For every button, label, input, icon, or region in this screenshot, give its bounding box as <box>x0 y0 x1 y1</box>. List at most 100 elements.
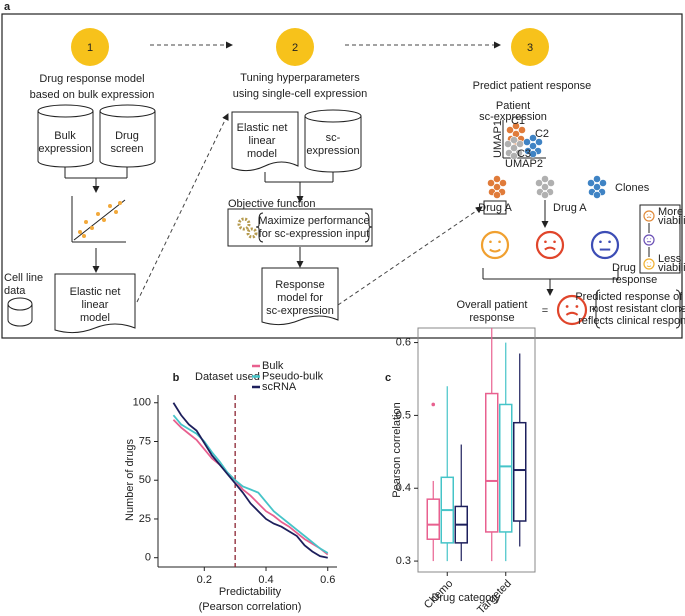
dot <box>78 230 82 234</box>
cell <box>547 179 555 187</box>
label: using single-cell expression <box>233 88 368 100</box>
label: model <box>80 312 110 324</box>
eye <box>646 262 648 264</box>
mouth <box>544 246 556 251</box>
document <box>261 267 339 326</box>
cell <box>493 191 501 199</box>
label: More <box>658 206 683 218</box>
cell <box>493 183 501 191</box>
cell <box>510 152 518 160</box>
label: model <box>247 148 277 160</box>
label: Clones <box>615 182 650 194</box>
cylinder-top <box>304 109 362 123</box>
plot-frame <box>417 327 536 573</box>
label: C3 <box>517 148 531 160</box>
cell <box>593 175 601 183</box>
gear <box>237 217 251 231</box>
label: Overall patient <box>457 299 528 311</box>
mouth <box>646 216 652 219</box>
label: screen <box>110 143 143 155</box>
label: b <box>173 372 180 384</box>
label: Maximize performance <box>258 215 369 227</box>
label: 0.6 <box>396 336 411 348</box>
line <box>172 414 329 554</box>
label: UMAP2 <box>505 158 543 170</box>
label: C1 <box>511 115 525 127</box>
dot <box>102 218 106 222</box>
brace <box>591 289 601 329</box>
face <box>480 230 510 260</box>
cell <box>593 183 601 191</box>
document <box>231 111 299 172</box>
outlier <box>431 402 436 407</box>
cell <box>518 126 526 134</box>
label: Patient <box>496 100 530 112</box>
box <box>513 421 527 522</box>
label: Drug A <box>553 202 587 214</box>
label: viability <box>658 215 685 227</box>
label: = <box>542 305 548 317</box>
eye <box>646 214 648 216</box>
mouth <box>489 248 501 253</box>
cell <box>504 140 512 148</box>
brace <box>675 289 685 329</box>
label: Drug category <box>431 592 501 604</box>
label: 0.4 <box>258 574 273 586</box>
box <box>426 498 440 540</box>
label: Drug A <box>478 202 512 214</box>
label: Pearson correlation <box>391 402 403 497</box>
label: response <box>612 274 657 286</box>
label: expression <box>306 145 359 157</box>
line <box>172 402 328 559</box>
label: Response <box>275 279 325 291</box>
step-circle <box>71 28 109 66</box>
dot <box>108 204 112 208</box>
cell <box>541 191 549 199</box>
label: sc-expression <box>266 305 334 317</box>
eye <box>650 262 652 264</box>
label: 50 <box>139 474 151 486</box>
eye <box>650 214 652 216</box>
label: c <box>385 372 391 384</box>
document <box>54 273 136 334</box>
label: Elastic net <box>237 122 288 134</box>
label: 25 <box>139 513 151 525</box>
face <box>643 210 655 222</box>
cell <box>535 138 543 146</box>
cylinder-top <box>7 297 33 311</box>
cell <box>523 138 531 146</box>
cell <box>541 183 549 191</box>
face <box>643 258 655 270</box>
cell <box>510 144 518 152</box>
cell <box>599 179 607 187</box>
label: Number of drugs <box>124 439 136 521</box>
label: model for <box>277 292 323 304</box>
label: 75 <box>139 435 151 447</box>
label: C2 <box>535 128 549 140</box>
face <box>643 234 655 246</box>
cell <box>510 136 518 144</box>
eye <box>489 240 492 244</box>
cell <box>541 175 549 183</box>
cylinder-top <box>99 104 156 118</box>
label: Predictability <box>219 586 282 598</box>
face <box>556 294 588 326</box>
label: Predicted response of the <box>575 291 685 303</box>
label: Dataset used <box>195 371 260 383</box>
label: sc-expression <box>479 111 547 123</box>
cell <box>512 122 520 130</box>
label: 1 <box>87 42 93 54</box>
mouth <box>565 311 579 316</box>
eye <box>599 240 602 244</box>
cell <box>529 150 537 158</box>
eye <box>498 240 501 244</box>
mouth <box>646 265 652 267</box>
label: 0.3 <box>396 555 411 567</box>
label: 0.6 <box>320 574 335 586</box>
connector <box>337 206 483 306</box>
label: based on bulk expression <box>30 89 155 101</box>
label: Drug response model <box>39 73 144 85</box>
line <box>172 419 329 556</box>
dot <box>84 220 88 224</box>
